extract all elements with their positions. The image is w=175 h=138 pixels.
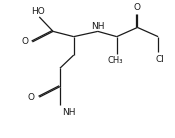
Text: CH₃: CH₃ xyxy=(107,56,123,65)
Text: NH: NH xyxy=(91,22,105,31)
Text: O: O xyxy=(134,3,141,12)
Text: Cl: Cl xyxy=(155,55,164,64)
Text: NH: NH xyxy=(62,108,75,117)
Text: O: O xyxy=(27,93,34,102)
Text: HO: HO xyxy=(31,7,44,16)
Text: O: O xyxy=(22,37,29,46)
